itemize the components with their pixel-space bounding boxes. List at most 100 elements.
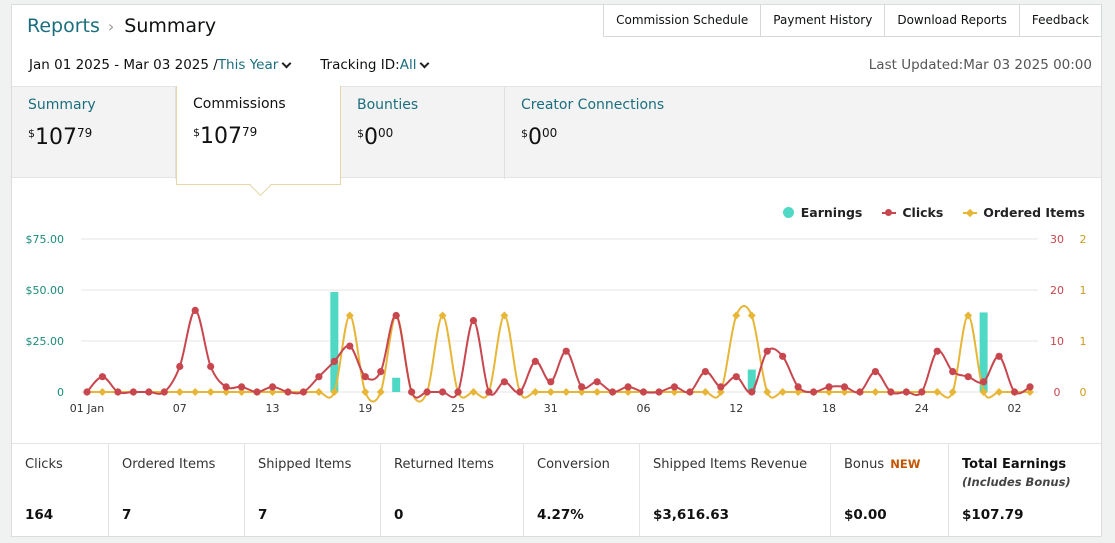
legend-ordered-items-label: Ordered Items xyxy=(983,205,1085,220)
clicks-point xyxy=(438,388,447,396)
clicks-point xyxy=(856,388,864,396)
ordered-items-point xyxy=(593,388,602,396)
legend-earnings[interactable]: Earnings xyxy=(782,205,863,220)
x-tick-label: 31 xyxy=(544,402,558,415)
clicks-point xyxy=(964,373,972,381)
last-updated-text: Last Updated:Mar 03 2025 00:00 xyxy=(868,57,1092,73)
clicks-point xyxy=(469,317,478,325)
clicks-point xyxy=(825,383,833,391)
performance-chart: Earnings Clicks Ordered Items $75.00 30 2 $… xyxy=(12,190,1101,430)
chevron-down-icon[interactable] xyxy=(281,58,292,68)
clicks-point xyxy=(980,378,988,386)
legend-clicks-label: Clicks xyxy=(902,205,944,220)
clicks-point xyxy=(129,388,137,396)
ordered-items-point xyxy=(716,388,725,396)
commission-schedule-button[interactable]: Commission Schedule xyxy=(616,13,749,27)
x-tick-label: 24 xyxy=(915,402,929,415)
tab-creator-connections[interactable]: Creator Connections $000 xyxy=(505,87,745,179)
earnings-bar xyxy=(979,312,988,392)
clicks-point xyxy=(454,388,462,396)
legend-clicks[interactable]: Clicks xyxy=(882,205,943,220)
download-reports-button[interactable]: Download Reports xyxy=(884,4,1019,36)
y-right-clicks-tick: 30 xyxy=(1050,233,1064,246)
stat-conversion: Conversion 4.27% xyxy=(524,444,640,536)
clicks-point xyxy=(655,388,663,396)
y-right-clicks-tick: 10 xyxy=(1050,335,1064,348)
tab-creator-connections-value: $000 xyxy=(521,125,558,150)
clicks-point xyxy=(531,357,539,365)
clicks-point xyxy=(949,368,957,376)
tab-bounties-value: $000 xyxy=(357,125,394,150)
clicks-point xyxy=(809,388,818,396)
clicks-point xyxy=(392,311,400,320)
ordered-items-point xyxy=(701,388,710,396)
tracking-id-dropdown[interactable]: Tracking ID: All xyxy=(320,57,434,73)
stat-conversion-value: 4.27% xyxy=(537,507,584,523)
ordered-items-point xyxy=(237,388,246,396)
stat-shipped-items: Shipped Items 7 xyxy=(245,444,381,536)
y-left-tick: $50.00 xyxy=(26,284,65,297)
period-dropdown[interactable]: This Year xyxy=(217,57,279,73)
clicks-point xyxy=(609,388,617,396)
ordered-items-point xyxy=(469,388,478,396)
y-left-tick: 0 xyxy=(57,386,64,399)
top-button-group: Commission Schedule Payment History Down… xyxy=(603,4,1102,37)
ordered-items-point xyxy=(314,388,323,396)
stat-clicks-value: 164 xyxy=(25,507,54,523)
tab-summary-label: Summary xyxy=(28,97,96,113)
ordered-items-point xyxy=(361,388,370,396)
tab-commissions[interactable]: Commissions $10779 xyxy=(176,86,341,185)
stat-ordered-items-label: Ordered Items xyxy=(122,457,216,472)
clicks-point xyxy=(670,383,679,391)
ordered-items-point xyxy=(268,388,277,396)
feedback-button[interactable]: Feedback xyxy=(1018,4,1101,36)
ordered-items-point xyxy=(376,388,385,396)
stat-returned-items-label: Returned Items xyxy=(394,457,494,472)
stat-shipped-revenue-label: Shipped Items Revenue xyxy=(653,457,808,472)
stat-total-earnings-value: $107.79 xyxy=(962,507,1024,523)
payment-history-button[interactable]: Payment History xyxy=(760,4,884,36)
ordered-items-legend-icon xyxy=(963,208,978,218)
clicks-point xyxy=(732,373,740,381)
clicks-point xyxy=(330,357,338,365)
clicks-point xyxy=(1010,388,1019,396)
clicks-point xyxy=(840,383,849,391)
tracking-id-value[interactable]: All xyxy=(399,57,417,73)
legend-ordered-items[interactable]: Ordered Items xyxy=(963,205,1085,220)
ordered-items-point xyxy=(747,311,756,320)
clicks-point xyxy=(114,388,122,396)
stat-shipped-revenue: Shipped Items Revenue $3,616.63 xyxy=(640,444,831,536)
ordered-items-point xyxy=(995,388,1004,396)
stat-returned-items-value: 0 xyxy=(394,507,404,523)
clicks-point xyxy=(299,388,308,396)
ordered-items-point xyxy=(778,388,787,396)
ordered-items-point xyxy=(732,311,741,320)
clicks-point xyxy=(701,368,709,376)
clicks-point xyxy=(593,378,601,386)
legend-earnings-label: Earnings xyxy=(800,205,863,220)
x-tick-label: 02 xyxy=(1008,402,1022,415)
tab-summary[interactable]: Summary $10779 xyxy=(12,87,176,179)
ordered-items-point xyxy=(562,388,571,396)
clicks-point xyxy=(1026,383,1034,391)
chevron-down-icon[interactable] xyxy=(420,58,430,68)
stat-clicks-label: Clicks xyxy=(25,457,63,472)
tab-bounties[interactable]: Bounties $000 xyxy=(341,87,505,179)
stats-row: Clicks 164 Ordered Items 7 Shipped Items… xyxy=(12,443,1101,536)
tab-commissions-label: Commissions xyxy=(193,96,286,112)
clicks-point xyxy=(253,388,261,396)
breadcrumb-reports-link[interactable]: Reports xyxy=(27,15,100,37)
stat-shipped-items-label: Shipped Items xyxy=(258,457,352,472)
y-right-orders-tick: 2 xyxy=(1080,233,1087,246)
tab-creator-connections-label: Creator Connections xyxy=(521,97,665,113)
stat-ordered-items: Ordered Items 7 xyxy=(109,444,245,536)
y-right-orders-tick: 1 xyxy=(1080,335,1087,348)
clicks-point xyxy=(176,362,184,371)
x-tick-label: 06 xyxy=(637,402,651,415)
stat-total-earnings: Total Earnings (Includes Bonus) $107.79 xyxy=(949,444,1101,536)
clicks-point xyxy=(361,373,369,381)
earnings-bar xyxy=(747,369,756,392)
clicks-point xyxy=(516,388,524,396)
x-tick-label: 07 xyxy=(173,402,187,415)
stat-total-earnings-label: Total Earnings xyxy=(962,457,1067,472)
